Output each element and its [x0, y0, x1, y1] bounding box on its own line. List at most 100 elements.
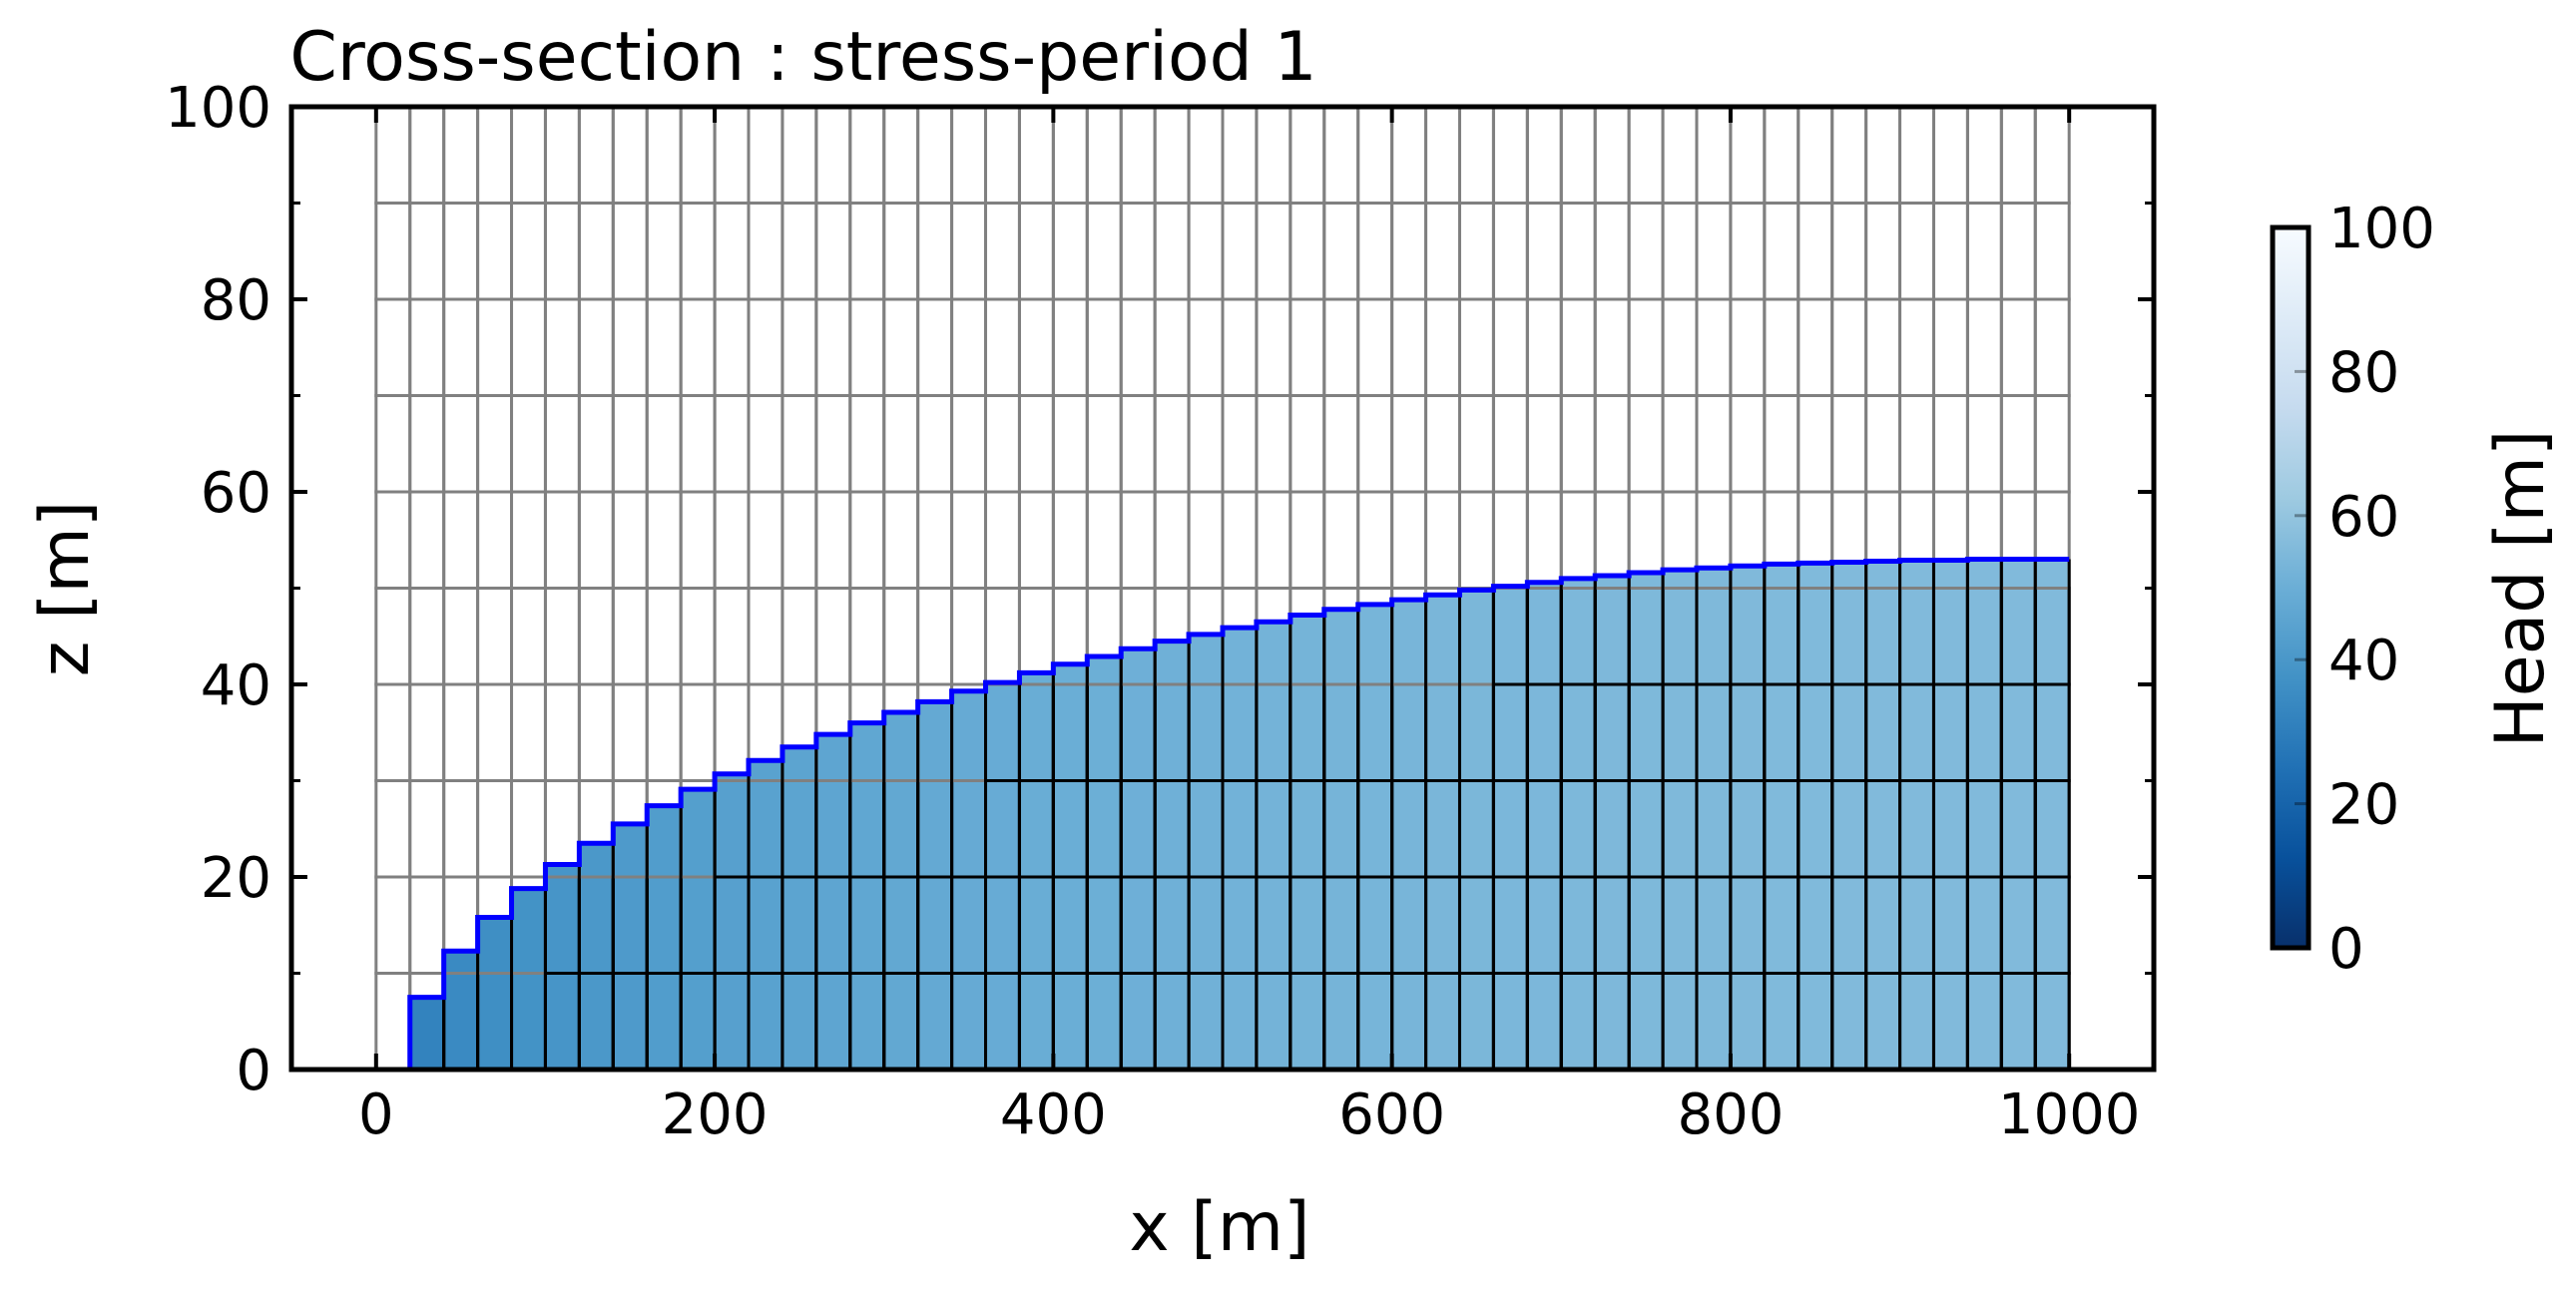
grid-cell	[882, 105, 920, 205]
grid-cell	[408, 587, 446, 686]
grid-cell	[1695, 202, 1733, 301]
grid-cell	[1965, 297, 2003, 397]
grid-cell	[611, 682, 649, 782]
grid-cell	[1153, 394, 1191, 494]
grid-cell	[1221, 105, 1259, 205]
head-cell	[613, 823, 648, 1070]
head-cells	[409, 559, 2070, 1070]
grid-cell	[543, 587, 581, 686]
y-tick-label: 100	[165, 76, 271, 141]
grid-cell	[408, 779, 446, 879]
grid-cell	[984, 202, 1021, 301]
grid-cell	[1221, 202, 1259, 301]
grid-cell	[1999, 394, 2037, 494]
grid-cell	[713, 587, 751, 686]
grid-cell	[1457, 394, 1495, 494]
head-cell	[1357, 604, 1392, 1070]
grid-cell	[1187, 490, 1225, 590]
grid-cell	[1457, 297, 1495, 397]
grid-cell	[713, 682, 751, 782]
grid-cell	[1898, 297, 1935, 397]
grid-cell	[476, 394, 514, 494]
head-cell	[511, 888, 546, 1070]
head-cell	[1087, 656, 1122, 1070]
grid-cell	[1288, 394, 1326, 494]
grid-cell	[510, 394, 547, 494]
colorbar-tick-label: 0	[2328, 917, 2364, 982]
grid-cell	[1593, 105, 1631, 205]
grid-cell	[1187, 202, 1225, 301]
grid-cell	[510, 682, 547, 782]
grid-cell	[1525, 394, 1563, 494]
grid-cell	[1085, 490, 1123, 590]
grid-cell	[882, 297, 920, 397]
grid-cell	[1525, 490, 1563, 590]
grid-cell	[1322, 297, 1360, 397]
grid-cell	[1898, 394, 1935, 494]
grid-cell	[374, 972, 412, 1072]
grid-cell	[645, 105, 683, 205]
grid-cell	[1424, 297, 1461, 397]
grid-cell	[408, 202, 446, 301]
grid-cell	[1830, 394, 1868, 494]
grid-cell	[442, 779, 480, 879]
grid-cell	[950, 490, 988, 590]
grid-cell	[577, 297, 615, 397]
head-cell	[1663, 570, 1697, 1070]
grid-cell	[1457, 105, 1495, 205]
grid-cell	[577, 105, 615, 205]
grid-cell	[510, 490, 547, 590]
grid-cell	[1627, 105, 1665, 205]
grid-cell	[848, 202, 886, 301]
grid-cell	[1288, 297, 1326, 397]
grid-cell	[1525, 202, 1563, 301]
grid-cell	[510, 202, 547, 301]
grid-cell	[1255, 394, 1292, 494]
grid-cell	[1830, 202, 1868, 301]
grid-cell	[1153, 202, 1191, 301]
grid-cell	[1965, 394, 2003, 494]
grid-cell	[780, 490, 818, 590]
grid-cell	[1864, 105, 1902, 205]
grid-cell	[476, 682, 514, 782]
grid-cell	[1898, 105, 1935, 205]
grid-cell	[1695, 394, 1733, 494]
head-cell	[1189, 634, 1223, 1070]
grid-cell	[1187, 105, 1225, 205]
grid-cell	[1085, 105, 1123, 205]
head-cell	[917, 701, 952, 1070]
grid-cell	[611, 394, 649, 494]
chart-title: Cross-section : stress-period 1	[289, 18, 1316, 97]
grid-cell	[1119, 297, 1157, 397]
grid-cell	[1356, 202, 1394, 301]
grid-cell	[1051, 105, 1089, 205]
grid-cell	[747, 394, 784, 494]
grid-cell	[1965, 202, 2003, 301]
grid-cell	[1085, 394, 1123, 494]
head-cell	[1323, 609, 1358, 1070]
grid-cell	[2033, 202, 2071, 301]
head-cell	[1527, 582, 1562, 1070]
grid-cell	[1965, 105, 2003, 205]
grid-cell	[1153, 105, 1191, 205]
grid-cell	[1322, 202, 1360, 301]
grid-cell	[1322, 490, 1360, 590]
grid-cell	[1424, 490, 1461, 590]
grid-cell	[814, 297, 852, 397]
grid-cell	[916, 105, 954, 205]
grid-cell	[814, 490, 852, 590]
head-cell	[1967, 559, 2002, 1070]
grid-cell	[374, 587, 412, 686]
grid-cell	[747, 297, 784, 397]
grid-cell	[780, 202, 818, 301]
axes: 0 200 400 600 800 1000 0 20 40 60 80 100	[165, 76, 2157, 1147]
x-tick-label: 200	[662, 1082, 769, 1147]
grid-cell	[1390, 202, 1428, 301]
grid-cell	[577, 490, 615, 590]
grid-cell	[1864, 394, 1902, 494]
grid-cell	[408, 105, 446, 205]
grid-cell	[679, 394, 717, 494]
grid-cell	[543, 105, 581, 205]
grid-cell	[1931, 394, 1969, 494]
grid-cell	[1627, 394, 1665, 494]
